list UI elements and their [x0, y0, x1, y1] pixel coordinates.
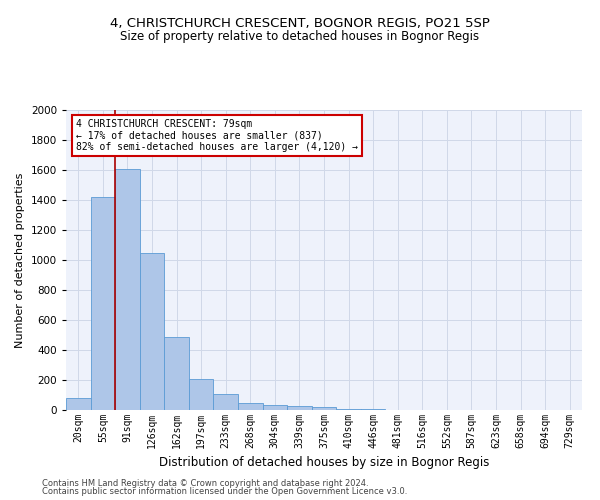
Text: Contains HM Land Registry data © Crown copyright and database right 2024.: Contains HM Land Registry data © Crown c…: [42, 478, 368, 488]
Bar: [312, 407, 336, 410]
Bar: [189, 379, 214, 410]
Bar: [263, 405, 287, 410]
Bar: [238, 403, 263, 410]
Text: 4 CHRISTCHURCH CRESCENT: 79sqm
← 17% of detached houses are smaller (837)
82% of: 4 CHRISTCHURCH CRESCENT: 79sqm ← 17% of …: [76, 119, 358, 152]
Bar: [140, 252, 164, 410]
X-axis label: Distribution of detached houses by size in Bognor Regis: Distribution of detached houses by size …: [159, 456, 489, 469]
Bar: [91, 197, 115, 410]
Bar: [115, 168, 140, 410]
Y-axis label: Number of detached properties: Number of detached properties: [15, 172, 25, 348]
Text: Size of property relative to detached houses in Bognor Regis: Size of property relative to detached ho…: [121, 30, 479, 43]
Bar: [164, 336, 189, 410]
Bar: [336, 408, 361, 410]
Text: 4, CHRISTCHURCH CRESCENT, BOGNOR REGIS, PO21 5SP: 4, CHRISTCHURCH CRESCENT, BOGNOR REGIS, …: [110, 18, 490, 30]
Bar: [287, 406, 312, 410]
Bar: [214, 394, 238, 410]
Bar: [66, 398, 91, 410]
Text: Contains public sector information licensed under the Open Government Licence v3: Contains public sector information licen…: [42, 487, 407, 496]
Bar: [361, 409, 385, 410]
